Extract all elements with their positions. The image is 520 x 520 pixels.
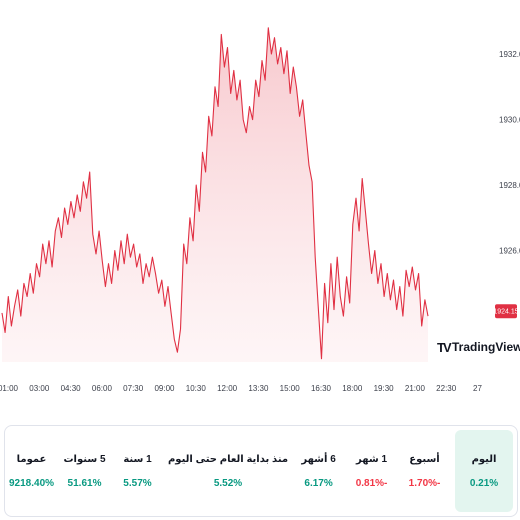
performance-period-label: منذ بداية العام حتى اليوم (167, 453, 289, 465)
performance-period-0[interactable]: اليوم 0.21% (455, 430, 513, 512)
performance-period-2[interactable]: 1 شهر 0.81%- (349, 430, 394, 512)
performance-period-4[interactable]: منذ بداية العام حتى اليوم 5.52% (168, 430, 288, 512)
price-chart[interactable]: 1932.001930.001928.001926.00 01:0003:000… (0, 0, 520, 400)
x-tick-label: 13:30 (248, 384, 269, 393)
x-tick-label: 15:00 (280, 384, 301, 393)
x-tick-label: 27 (473, 384, 482, 393)
performance-period-3[interactable]: 6 أشهر 6.17% (296, 430, 341, 512)
x-tick-label: 16:30 (311, 384, 332, 393)
performance-period-6[interactable]: 5 سنوات 51.61% (62, 430, 107, 512)
x-tick-label: 09:00 (154, 384, 175, 393)
x-tick-label: 22:30 (436, 384, 457, 393)
performance-period-label: 5 سنوات (63, 453, 106, 465)
x-tick-label: 07:30 (123, 384, 144, 393)
tradingview-mark-icon: TV (437, 340, 452, 355)
last-price-label: 1924.15 (493, 309, 518, 316)
y-tick-label: 1932.00 (499, 50, 520, 59)
tradingview-logo[interactable]: TV TradingView (437, 340, 520, 355)
performance-period-value: 5.57% (123, 477, 152, 489)
y-tick-label: 1928.00 (499, 181, 520, 190)
performance-period-value: 0.21% (469, 477, 499, 489)
x-tick-label: 18:00 (342, 384, 363, 393)
performance-period-5[interactable]: 1 سنة 5.57% (115, 430, 160, 512)
performance-bar: اليوم 0.21% أسبوع 1.70%- 1 شهر 0.81%- 6 أشهر 6.… (4, 425, 518, 517)
x-tick-label: 01:00 (0, 384, 19, 393)
performance-period-label: عموما (16, 453, 47, 465)
y-tick-label: 1926.00 (499, 247, 520, 256)
price-line (1, 27, 429, 360)
x-tick-label: 06:00 (92, 384, 113, 393)
last-price-tag: 1924.15 (493, 304, 519, 319)
price-area (2, 27, 428, 363)
performance-period-value: 51.61% (67, 477, 102, 489)
performance-period-7[interactable]: عموما 9218.40% (9, 430, 54, 512)
performance-period-1[interactable]: أسبوع 1.70%- (402, 430, 447, 512)
performance-period-value: 6.17% (304, 477, 333, 489)
y-axis: 1932.00 1930.00 1928.00 1926.00 (499, 50, 520, 256)
performance-period-value: 0.81%- (355, 477, 388, 489)
performance-period-label: 6 أشهر (301, 453, 336, 465)
performance-period-value: 9218.40% (8, 477, 55, 489)
x-tick-label: 04:30 (61, 384, 82, 393)
performance-period-label: 1 شهر (356, 453, 388, 465)
last-price-tag-box (495, 304, 517, 319)
x-tick-label: 19:30 (374, 384, 395, 393)
x-tick-label: 12:00 (217, 384, 238, 393)
x-axis: 01:00 03:00 04:30 06:00 07:30 09:00 10:30 12:00… (0, 384, 482, 393)
performance-period-label: أسبوع (409, 453, 440, 465)
performance-period-value: 5.52% (213, 477, 243, 489)
performance-period-label: اليوم (471, 453, 497, 465)
performance-period-value: 1.70%- (408, 477, 441, 489)
x-tick-label: 03:00 (29, 384, 50, 393)
y-tick-label: 1930.00 (499, 116, 520, 125)
tradingview-wordmark: TradingView (452, 340, 520, 354)
x-tick-label: 10:30 (186, 384, 207, 393)
x-tick-label: 21:00 (405, 384, 426, 393)
performance-period-label: 1 سنة (123, 453, 152, 465)
